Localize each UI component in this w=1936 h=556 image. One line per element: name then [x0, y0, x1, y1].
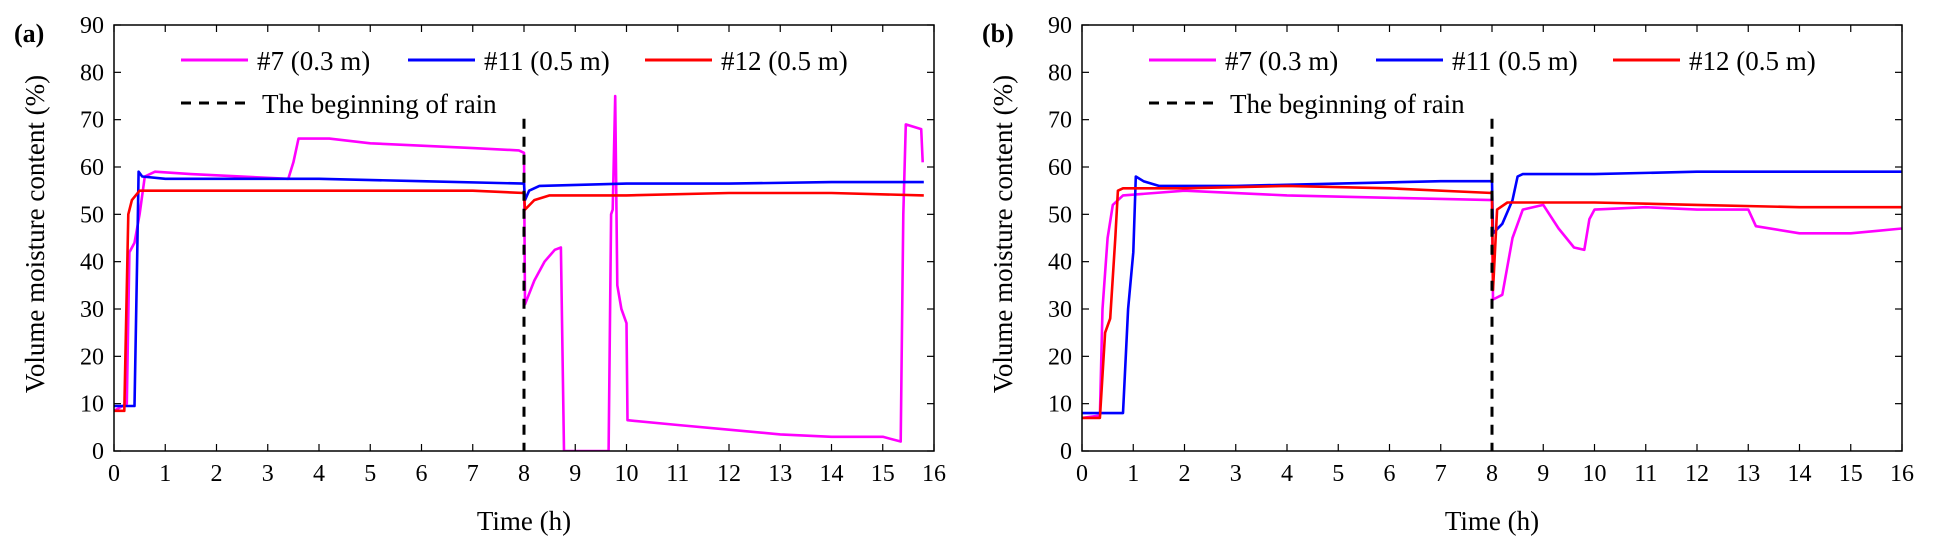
x-tick-label: 3: [262, 461, 274, 487]
x-tick-label: 7: [1435, 461, 1447, 487]
x-tick-label: 9: [1537, 461, 1549, 487]
y-tick-label: 20: [80, 344, 104, 370]
axis-ticks: 0 1 2 3 4 5 6 7 8 9 10 11 12 13 14 15 160102030405060708…: [80, 13, 946, 487]
plot-frame: [1081, 24, 1903, 452]
y-tick-label: 40: [1048, 250, 1072, 276]
y-tick-label: 30: [80, 297, 104, 323]
x-tick-label: 2: [211, 461, 223, 487]
x-tick-label: 8: [1486, 461, 1498, 487]
x-tick-label: 9: [569, 461, 581, 487]
y-tick-label: 60: [80, 155, 104, 181]
x-tick-label: 14: [820, 461, 844, 487]
y-tick-label: 60: [1048, 155, 1072, 181]
x-tick-label: 1: [159, 461, 171, 487]
panel-label: (b): [982, 19, 1014, 48]
series-line-2: [1082, 184, 1902, 420]
y-axis-title: Volume moisture content (%): [20, 75, 50, 393]
legend: #7 (0.3 m) #11 (0.5 m) #12 (0.5 m) The b…: [181, 46, 848, 119]
x-tick-label: 15: [1839, 461, 1863, 487]
x-tick-label: 6: [1384, 461, 1396, 487]
legend: #7 (0.3 m) #11 (0.5 m) #12 (0.5 m) The b…: [1149, 46, 1816, 119]
legend-label-0: #7 (0.3 m): [1225, 46, 1338, 76]
series-line-1: [1082, 170, 1902, 415]
plot-area: [114, 94, 924, 451]
x-tick-label: 0: [108, 461, 120, 487]
x-tick-label: 11: [666, 461, 689, 487]
x-tick-label: 1: [1127, 461, 1139, 487]
plot-area: [1082, 118, 1902, 451]
y-tick-label: 50: [1048, 202, 1072, 228]
legend-label-2: #12 (0.5 m): [1689, 46, 1816, 76]
legend-label-rain: The beginning of rain: [1230, 89, 1465, 119]
y-tick-label: 80: [80, 60, 104, 86]
x-tick-label: 7: [467, 461, 479, 487]
y-tick-label: 70: [80, 108, 104, 134]
panel-label: (a): [14, 19, 44, 48]
x-tick-label: 10: [615, 461, 639, 487]
y-tick-label: 30: [1048, 297, 1072, 323]
x-tick-label: 16: [1890, 461, 1914, 487]
y-tick-label: 40: [80, 250, 104, 276]
x-tick-label: 2: [1179, 461, 1191, 487]
x-tick-label: 13: [768, 461, 792, 487]
x-tick-label: 5: [1332, 461, 1344, 487]
y-tick-label: 90: [1048, 13, 1072, 39]
y-tick-label: 0: [1060, 439, 1072, 465]
x-tick-label: 15: [871, 461, 895, 487]
x-tick-label: 6: [416, 461, 428, 487]
y-tick-label: 90: [80, 13, 104, 39]
plot-frame: [113, 24, 935, 452]
x-tick-label: 14: [1788, 461, 1812, 487]
series-line-1: [114, 170, 924, 408]
x-axis-title: Time (h): [1445, 506, 1539, 536]
series-line-2: [114, 189, 924, 413]
x-tick-label: 4: [1281, 461, 1293, 487]
y-tick-label: 70: [1048, 108, 1072, 134]
legend-label-2: #12 (0.5 m): [721, 46, 848, 76]
axis-ticks: 0 1 2 3 4 5 6 7 8 9 10 11 12 13 14 15 160102030405060708…: [1048, 13, 1914, 487]
x-tick-label: 11: [1634, 461, 1657, 487]
legend-label-0: #7 (0.3 m): [257, 46, 370, 76]
x-tick-label: 8: [518, 461, 530, 487]
x-tick-label: 10: [1583, 461, 1607, 487]
y-tick-label: 50: [80, 202, 104, 228]
panel-a: (a) Volume moisture content (%) Time (h)…: [14, 13, 946, 536]
x-tick-label: 0: [1076, 461, 1088, 487]
legend-label-1: #11 (0.5 m): [1452, 46, 1578, 76]
x-tick-label: 16: [922, 461, 946, 487]
y-tick-label: 10: [80, 392, 104, 418]
y-tick-label: 20: [1048, 344, 1072, 370]
series-line-0: [114, 94, 924, 451]
legend-label-1: #11 (0.5 m): [484, 46, 610, 76]
x-tick-label: 13: [1736, 461, 1760, 487]
x-tick-label: 4: [313, 461, 325, 487]
y-tick-label: 0: [92, 439, 104, 465]
x-tick-label: 12: [1685, 461, 1709, 487]
x-tick-label: 5: [364, 461, 376, 487]
panel-b: (b) Volume moisture content (%) Time (h)…: [982, 13, 1914, 536]
y-tick-label: 80: [1048, 60, 1072, 86]
y-tick-label: 10: [1048, 392, 1072, 418]
x-axis-title: Time (h): [477, 506, 571, 536]
x-tick-label: 12: [717, 461, 741, 487]
legend-label-rain: The beginning of rain: [262, 89, 497, 119]
y-axis-title: Volume moisture content (%): [988, 75, 1018, 393]
x-tick-label: 3: [1230, 461, 1242, 487]
